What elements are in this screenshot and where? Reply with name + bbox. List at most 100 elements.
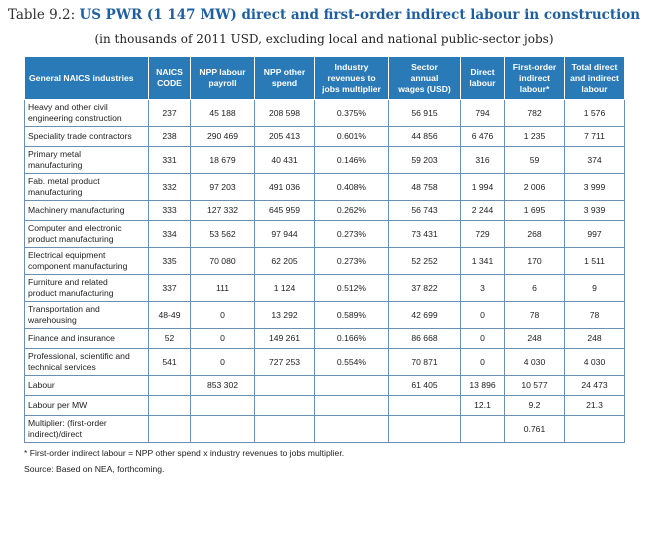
header-direct-labour: Direct labour <box>460 56 505 100</box>
cell-payroll: 0 <box>190 328 255 349</box>
header-npp-labour-payroll: NPP labour payroll <box>190 56 255 100</box>
cell-total <box>564 415 625 443</box>
cell-spend <box>254 395 315 416</box>
cell-direct: 3 <box>460 274 505 302</box>
cell-payroll: 53 562 <box>190 220 255 248</box>
cell-payroll: 127 332 <box>190 200 255 221</box>
cell-total: 21.3 <box>564 395 625 416</box>
cell-spend: 1 124 <box>254 274 315 302</box>
source-note: Source: Based on NEA, forthcoming. <box>24 464 165 474</box>
cell-wages: 86 668 <box>388 328 461 349</box>
cell-payroll: 290 469 <box>190 126 255 147</box>
cell-mult: 0.408% <box>314 173 389 201</box>
cell-wages: 73 431 <box>388 220 461 248</box>
cell-wages: 37 822 <box>388 274 461 302</box>
cell-indirect: 2 006 <box>504 173 565 201</box>
table-row: Speciality trade contractors 238 290 469 20… <box>24 126 625 147</box>
table-row: Furniture and related product manufacturi… <box>24 274 625 302</box>
cell-mult: 0.262% <box>314 200 389 221</box>
cell-code: 541 <box>148 348 191 376</box>
table-row: Fab. metal product manufacturing 332 97 203… <box>24 173 625 201</box>
cell-code: 48-49 <box>148 301 191 329</box>
cell-spend <box>254 415 315 443</box>
table-body: Heavy and other civil engineering constru… <box>24 99 625 443</box>
table-title-text: US PWR (1 147 MW) direct and first-order… <box>79 7 641 23</box>
header-industry: General NAICS industries <box>24 56 149 100</box>
cell-mult: 0.375% <box>314 99 389 127</box>
cell-indirect: 1 235 <box>504 126 565 147</box>
cell-total: 1 511 <box>564 247 625 275</box>
cell-indirect: 1 695 <box>504 200 565 221</box>
cell-total: 7 711 <box>564 126 625 147</box>
cell-payroll: 853 302 <box>190 375 255 396</box>
header-industry-revenues: Industry revenues to jobs multiplier <box>314 56 389 100</box>
cell-code: 337 <box>148 274 191 302</box>
row-label: Computer and electronic product manufactu… <box>24 220 149 248</box>
cell-code: 335 <box>148 247 191 275</box>
cell-mult <box>314 415 389 443</box>
table-title: Table 9.2: US PWR (1 147 MW) direct and … <box>0 7 648 23</box>
row-label: Primary metal manufacturing <box>24 146 149 174</box>
cell-wages: 56 915 <box>388 99 461 127</box>
cell-spend: 149 261 <box>254 328 315 349</box>
table-row: Multiplier: (first-order indirect)/direct… <box>24 415 625 443</box>
cell-indirect: 0.761 <box>504 415 565 443</box>
cell-code: 331 <box>148 146 191 174</box>
cell-spend: 208 598 <box>254 99 315 127</box>
cell-total: 997 <box>564 220 625 248</box>
cell-direct: 12.1 <box>460 395 505 416</box>
header-row: General NAICS industries NAICS CODE NPP l… <box>24 56 625 100</box>
data-table: General NAICS industries NAICS CODE NPP l… <box>24 56 625 443</box>
cell-indirect: 170 <box>504 247 565 275</box>
cell-total: 248 <box>564 328 625 349</box>
cell-mult: 0.146% <box>314 146 389 174</box>
cell-direct: 0 <box>460 348 505 376</box>
cell-code: 238 <box>148 126 191 147</box>
cell-spend: 62 205 <box>254 247 315 275</box>
cell-code <box>148 415 191 443</box>
row-label: Fab. metal product manufacturing <box>24 173 149 201</box>
table-row: Labour per MW 12.1 9.2 21.3 <box>24 395 625 416</box>
table-row: Professional, scientific and technical se… <box>24 348 625 376</box>
cell-indirect: 78 <box>504 301 565 329</box>
cell-payroll <box>190 415 255 443</box>
cell-code: 333 <box>148 200 191 221</box>
row-label: Transportation and warehousing <box>24 301 149 329</box>
cell-mult: 0.273% <box>314 247 389 275</box>
cell-wages: 59 203 <box>388 146 461 174</box>
cell-payroll <box>190 395 255 416</box>
row-label: Furniture and related product manufacturi… <box>24 274 149 302</box>
cell-payroll: 45 188 <box>190 99 255 127</box>
cell-wages: 56 743 <box>388 200 461 221</box>
cell-direct: 1 994 <box>460 173 505 201</box>
cell-indirect: 59 <box>504 146 565 174</box>
table-subtitle: (in thousands of 2011 USD, excluding loc… <box>94 32 554 46</box>
cell-total: 4 030 <box>564 348 625 376</box>
table-row: Computer and electronic product manufactu… <box>24 220 625 248</box>
cell-spend: 40 431 <box>254 146 315 174</box>
cell-mult: 0.166% <box>314 328 389 349</box>
cell-wages: 61 405 <box>388 375 461 396</box>
cell-direct: 316 <box>460 146 505 174</box>
cell-payroll: 111 <box>190 274 255 302</box>
cell-indirect: 10 577 <box>504 375 565 396</box>
cell-direct: 2 244 <box>460 200 505 221</box>
cell-mult: 0.601% <box>314 126 389 147</box>
row-label: Labour per MW <box>24 395 149 416</box>
cell-spend <box>254 375 315 396</box>
cell-code: 52 <box>148 328 191 349</box>
header-sector-wages: Sector annual wages (USD) <box>388 56 461 100</box>
cell-spend: 13 292 <box>254 301 315 329</box>
cell-indirect: 268 <box>504 220 565 248</box>
cell-indirect: 4 030 <box>504 348 565 376</box>
cell-spend: 645 959 <box>254 200 315 221</box>
cell-wages: 48 758 <box>388 173 461 201</box>
cell-total: 3 939 <box>564 200 625 221</box>
cell-mult <box>314 395 389 416</box>
cell-wages: 52 252 <box>388 247 461 275</box>
cell-code: 334 <box>148 220 191 248</box>
row-label: Labour <box>24 375 149 396</box>
table-row: Electrical equipment component manufactur… <box>24 247 625 275</box>
cell-mult: 0.273% <box>314 220 389 248</box>
cell-mult <box>314 375 389 396</box>
